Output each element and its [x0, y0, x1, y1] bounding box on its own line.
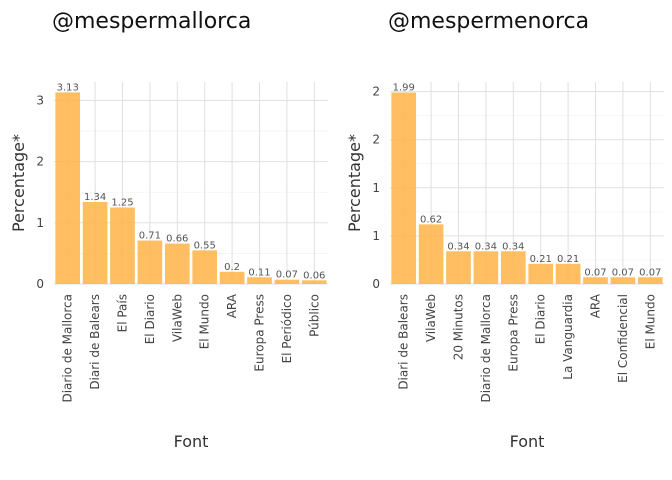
x-tick-label: Europa Press [506, 294, 520, 372]
x-tick-label: VilaWeb [424, 294, 438, 342]
x-tick-label: El Diario [534, 294, 548, 344]
bar [528, 263, 554, 284]
x-tick-label: El Confidencial [616, 294, 630, 383]
data-label: 0.07 [276, 270, 298, 281]
x-tick-label: ARA [225, 293, 239, 318]
data-label: 3.13 [57, 82, 79, 93]
bar [110, 207, 135, 284]
bar [583, 277, 608, 284]
x-tick-label: Público [307, 294, 321, 337]
data-label: 0.71 [139, 231, 161, 242]
x-tick-label: Diario de Mallorca [479, 294, 493, 403]
bar [446, 251, 471, 284]
chart-title: @mespermenorca [388, 9, 589, 34]
bar [391, 92, 417, 284]
bar [637, 277, 663, 284]
bar [55, 92, 81, 284]
bar [418, 224, 444, 284]
y-tick-label: 3 [36, 93, 44, 107]
bar [247, 277, 272, 284]
x-tick-label: Diari de Balears [397, 294, 411, 390]
data-label: 0.11 [248, 267, 270, 278]
x-tick-label: 20 Minutos [452, 294, 466, 360]
x-axis-title: Font [174, 432, 209, 451]
data-label: 0.34 [447, 241, 469, 252]
x-tick-label: La Vanguardia [561, 294, 575, 380]
data-label: 0.2 [224, 262, 240, 273]
y-tick-label: 0 [36, 277, 44, 291]
x-tick-label: El Periódico [280, 294, 294, 363]
bar [164, 243, 190, 284]
chart-panel-1: @mespermallorca 0 1 2 3 3.13 Diario de Mallorc… [9, 9, 328, 451]
data-label: 0.07 [584, 267, 606, 278]
data-label: 0.55 [194, 240, 216, 251]
data-label: 0.34 [475, 241, 497, 252]
bar [192, 250, 218, 284]
x-tick-label: Diario de Mallorca [61, 294, 75, 403]
data-label: 1.25 [111, 197, 133, 208]
data-label: 1.34 [84, 192, 106, 203]
bar [500, 251, 526, 284]
data-label: 1.99 [393, 83, 415, 94]
x-tick-label: Diari de Balears [88, 294, 102, 390]
data-label: 0.21 [530, 254, 552, 265]
bar [555, 263, 581, 284]
x-tick-label: ARA [589, 293, 603, 318]
x-tick-label: VilaWeb [170, 294, 184, 342]
bar [82, 201, 108, 284]
data-label: 0.07 [612, 267, 634, 278]
y-axis-title: Percentage* [345, 134, 364, 232]
chart-panel-2: @mespermenorca 0 1 1 2 2 1.99 Diari de Balears 0… [345, 9, 664, 451]
x-tick-label: El Mundo [643, 294, 657, 349]
x-tick-label: El Diario [143, 294, 157, 344]
y-tick-label: 1 [372, 229, 380, 243]
bar [301, 280, 327, 284]
y-tick-label: 2 [372, 133, 380, 147]
x-tick-label: El Mundo [198, 294, 212, 349]
y-axis-title: Percentage* [9, 134, 28, 232]
bar [219, 271, 245, 284]
x-tick-label: Europa Press [253, 294, 267, 372]
bar [137, 240, 163, 284]
y-tick-label: 0 [372, 277, 380, 291]
bar [274, 279, 300, 284]
y-tick-label: 1 [372, 181, 380, 195]
data-label: 0.21 [557, 254, 579, 265]
chart-title: @mespermallorca [52, 9, 251, 34]
bar [610, 277, 636, 284]
data-label: 0.06 [303, 270, 325, 281]
y-tick-label: 2 [372, 85, 380, 99]
x-tick-label: El País [116, 294, 130, 332]
data-label: 0.62 [420, 214, 442, 225]
y-tick-label: 2 [36, 155, 44, 169]
data-label: 0.66 [166, 234, 188, 245]
data-label: 0.34 [502, 241, 524, 252]
data-label: 0.07 [639, 267, 661, 278]
x-axis-title: Font [510, 432, 545, 451]
bar [473, 251, 499, 284]
y-tick-label: 1 [36, 216, 44, 230]
